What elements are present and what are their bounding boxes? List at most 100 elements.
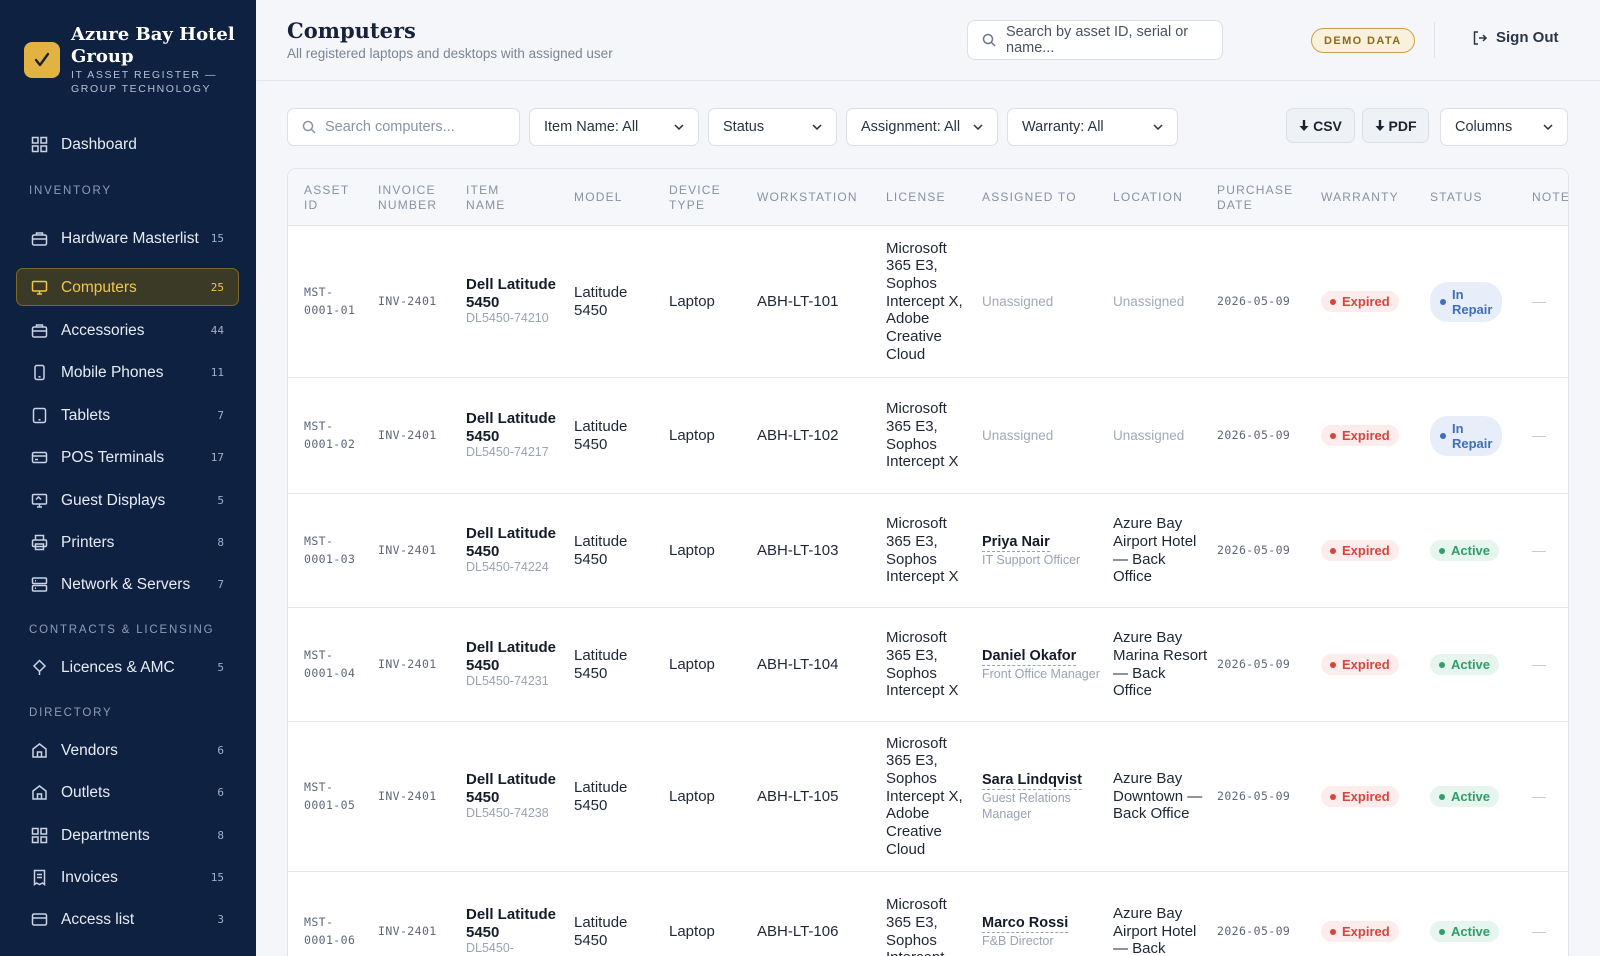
assigned-user-role: Front Office Manager: [982, 666, 1100, 681]
assigned-to-cell: Sara Lindqvist Guest Relations Manager: [982, 722, 1102, 871]
column-header-location[interactable]: LOCATION: [1113, 190, 1184, 204]
sidebar-item-tablets[interactable]: Tablets 7: [16, 396, 239, 434]
sign-out-button[interactable]: Sign Out: [1472, 29, 1559, 46]
computer-search-input[interactable]: Search computers...: [287, 108, 520, 146]
chevron-down-icon: [674, 124, 684, 130]
column-header-purchase-date[interactable]: PURCHASE DATE: [1217, 182, 1294, 212]
sidebar-item-count: 6: [217, 785, 224, 799]
table-row[interactable]: MST-0001-01 INV-2401 Dell Latitude 5450 D…: [288, 226, 1568, 378]
brand-title: Azure Bay Hotel Group: [71, 24, 235, 67]
serial-number: DL5450-74238: [466, 806, 549, 821]
demo-data-badge: DEMO DATA: [1311, 28, 1415, 53]
assigned-user-link[interactable]: Sara Lindqvist: [982, 772, 1082, 790]
sidebar-item-label: POS Terminals: [61, 448, 165, 466]
warranty-filter[interactable]: Warranty: All: [1007, 108, 1178, 146]
table-header: ASSET ID INVOICE NUMBER ITEM NAME MODEL …: [288, 169, 1569, 226]
status-filter[interactable]: Status: [708, 108, 837, 146]
column-header-item-name[interactable]: ITEM NAME: [466, 182, 506, 212]
sidebar-item-departments[interactable]: Departments 8: [16, 816, 239, 854]
list-icon: [30, 910, 48, 928]
page-title: Computers: [287, 18, 416, 43]
sidebar-item-mobile-phones[interactable]: Mobile Phones 11: [16, 353, 239, 391]
assigned-user-link[interactable]: Priya Nair: [982, 533, 1050, 552]
column-header-warranty[interactable]: WARRANTY: [1321, 190, 1399, 204]
column-header-workstation[interactable]: WORKSTATION: [757, 190, 858, 204]
export-pdf-button[interactable]: PDF: [1362, 108, 1429, 143]
device-type-cell: Laptop: [669, 426, 715, 444]
assignment-filter[interactable]: Assignment: All: [846, 108, 998, 146]
table-row[interactable]: MST-0001-06 INV-2401 Dell Latitude 5450 D…: [288, 872, 1568, 956]
server-icon: [30, 575, 48, 593]
dashboard-icon: [30, 135, 48, 153]
grid-icon: [30, 826, 48, 844]
assigned-user-link[interactable]: Marco Rossi: [982, 914, 1069, 933]
workstation-cell: ABH-LT-102: [757, 426, 839, 444]
briefcase-icon: [30, 321, 48, 339]
column-header-assigned-to[interactable]: ASSIGNED TO: [982, 190, 1077, 204]
sidebar-item-label: Hardware Masterlist: [61, 229, 199, 247]
brand: Azure Bay Hotel Group IT ASSET REGISTER …: [0, 0, 256, 115]
monitor-icon: [30, 278, 48, 296]
assigned-to-cell: Unassigned: [982, 293, 1054, 309]
chevron-down-icon: [812, 124, 822, 130]
sidebar-item-licences-amc[interactable]: Licences & AMC 5: [16, 648, 239, 686]
sidebar-item-count: 15: [210, 231, 224, 245]
status-cell: In Repair: [1430, 226, 1530, 377]
card-icon: [30, 448, 48, 466]
status-cell: Active: [1430, 722, 1530, 871]
device-type-cell: Laptop: [669, 655, 715, 673]
sidebar-item-count: 44: [210, 323, 224, 337]
sidebar-item-access-list[interactable]: Access list 3: [16, 900, 239, 938]
column-header-model[interactable]: MODEL: [574, 190, 623, 204]
sidebar-item-pos-terminals[interactable]: POS Terminals 17: [16, 438, 239, 476]
column-header-asset-id[interactable]: ASSET ID: [304, 182, 350, 212]
location-cell: Azure Bay Marina Resort — Back Office: [1113, 629, 1208, 700]
assigned-user-link[interactable]: Daniel Okafor: [982, 647, 1077, 666]
sidebar-item-invoices[interactable]: Invoices 15: [16, 858, 239, 896]
columns-dropdown[interactable]: Columns: [1440, 108, 1568, 146]
note-cell: —: [1532, 787, 1546, 804]
sidebar-item-accessories[interactable]: Accessories 44: [16, 311, 239, 349]
column-header-invoice-number[interactable]: INVOICE NUMBER: [378, 182, 438, 212]
chevron-down-icon: [1153, 124, 1163, 130]
item-name-cell: Dell Latitude 5450 DL5450-: [466, 872, 556, 956]
search-icon: [982, 33, 996, 47]
status-badge: Active: [1430, 654, 1500, 675]
global-search-input[interactable]: Search by asset ID, serial or name...: [967, 20, 1223, 60]
sidebar-item-dashboard[interactable]: Dashboard: [16, 125, 239, 163]
sidebar-item-computers[interactable]: Computers 25: [16, 268, 239, 306]
column-header-license[interactable]: LICENSE: [886, 190, 946, 204]
status-cell: In Repair: [1430, 378, 1530, 493]
computers-table: ASSET ID INVOICE NUMBER ITEM NAME MODEL …: [287, 168, 1569, 956]
sidebar-item-label: Printers: [61, 533, 115, 551]
sidebar-item-label: Departments: [61, 826, 150, 844]
location-cell: Azure Bay Airport Hotel — Back Office: [1113, 515, 1197, 586]
column-header-note[interactable]: NOTE: [1532, 190, 1569, 204]
chevron-down-icon: [1543, 124, 1553, 130]
sidebar-item-printers[interactable]: Printers 8: [16, 523, 239, 561]
model-cell: Latitude 5450: [574, 778, 628, 814]
sidebar-item-label: Outlets: [61, 783, 111, 801]
sidebar-item-label: Vendors: [61, 741, 118, 759]
table-row[interactable]: MST-0001-03 INV-2401 Dell Latitude 5450 D…: [288, 494, 1568, 608]
model-cell: Latitude 5450: [574, 913, 628, 949]
item-name-filter[interactable]: Item Name: All: [529, 108, 699, 146]
printer-icon: [30, 533, 48, 551]
column-header-device-type[interactable]: DEVICE TYPE: [669, 182, 721, 212]
chevron-down-icon: [973, 124, 983, 130]
table-row[interactable]: MST-0001-04 INV-2401 Dell Latitude 5450 D…: [288, 608, 1568, 722]
table-row[interactable]: MST-0001-05 INV-2401 Dell Latitude 5450 D…: [288, 722, 1568, 872]
warranty-badge: Expired: [1321, 425, 1399, 446]
purchase-date-cell: 2026-05-09: [1217, 788, 1291, 803]
table-row[interactable]: MST-0001-02 INV-2401 Dell Latitude 5450 D…: [288, 378, 1568, 494]
warranty-badge: Expired: [1321, 654, 1399, 675]
export-csv-button[interactable]: CSV: [1286, 108, 1355, 143]
sidebar-item-hardware-masterlist[interactable]: Hardware Masterlist 15: [16, 218, 239, 258]
store-icon: [30, 741, 48, 759]
sidebar-item-outlets[interactable]: Outlets 6: [16, 773, 239, 811]
sidebar-item-guest-displays[interactable]: Guest Displays 5: [16, 481, 239, 519]
status-filter-label: Status: [723, 119, 765, 135]
column-header-status[interactable]: STATUS: [1430, 190, 1483, 204]
sidebar-item-vendors[interactable]: Vendors 6: [16, 731, 239, 769]
sidebar-item-network-servers[interactable]: Network & Servers 7: [16, 565, 239, 603]
